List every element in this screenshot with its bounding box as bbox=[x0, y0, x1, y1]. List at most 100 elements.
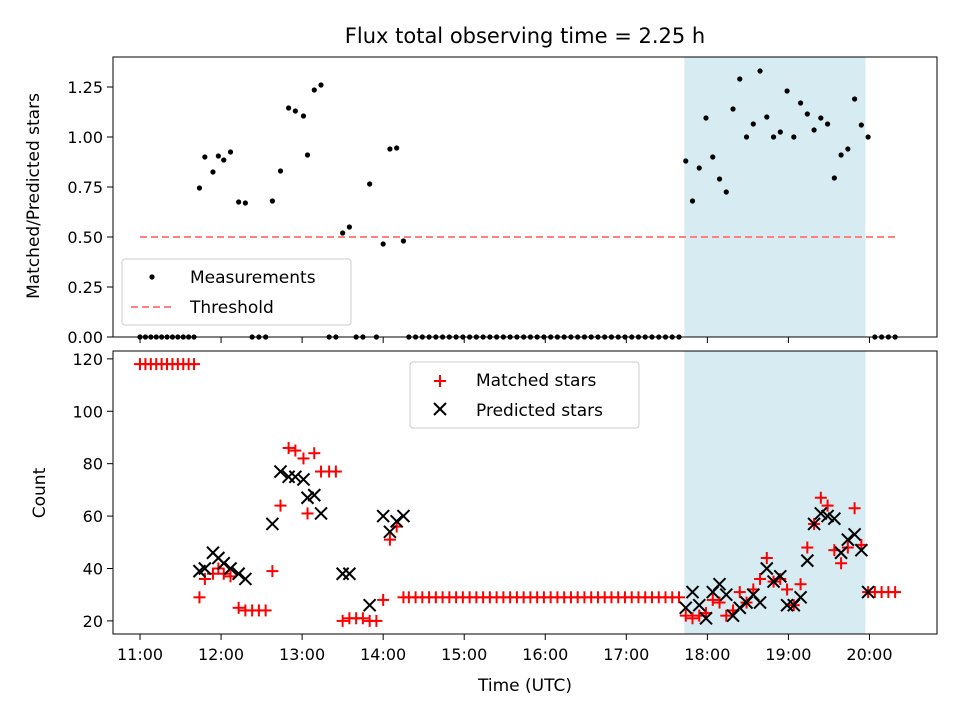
measurement-point bbox=[340, 230, 346, 236]
matched-star-point bbox=[232, 601, 245, 614]
measurement-point bbox=[400, 238, 407, 244]
series-matched-stars bbox=[134, 358, 902, 627]
predicted-star-point bbox=[773, 569, 788, 584]
measurement-point bbox=[764, 114, 770, 120]
matched-star-point bbox=[259, 604, 272, 617]
matched-star-point bbox=[794, 578, 807, 591]
bottom-legend: Matched stars Predicted stars bbox=[409, 361, 640, 429]
predicted-star-point bbox=[231, 567, 246, 581]
observing-window-shade-bottom bbox=[684, 351, 866, 634]
matched-star-point bbox=[706, 593, 719, 606]
measurement-point bbox=[811, 127, 817, 133]
matched-star-point bbox=[356, 612, 369, 625]
top-panel-frame bbox=[112, 56, 938, 338]
measurement-point bbox=[227, 149, 234, 155]
measurement-point bbox=[710, 154, 716, 160]
predicted-star-point bbox=[854, 543, 869, 557]
predicted-star-point bbox=[807, 517, 821, 531]
predicted-star-point bbox=[288, 470, 303, 484]
matched-star-point bbox=[282, 441, 295, 454]
measurement-point bbox=[858, 122, 864, 128]
matched-star-point bbox=[821, 499, 834, 512]
measurement-point bbox=[300, 113, 307, 119]
y-tick-label: 120 bbox=[72, 350, 103, 369]
matched-star-point bbox=[383, 533, 396, 546]
y-tick-label: 60 bbox=[83, 507, 103, 526]
matched-star-point bbox=[274, 499, 287, 512]
x-tick-label: 17:00 bbox=[603, 645, 649, 664]
matched-star-point bbox=[760, 552, 773, 565]
predicted-star-point bbox=[793, 590, 808, 605]
matched-star-point bbox=[733, 586, 746, 599]
matched-star-point bbox=[370, 614, 383, 627]
measurement-point bbox=[743, 134, 750, 140]
measurement-point bbox=[394, 145, 400, 151]
series-predicted-stars bbox=[192, 464, 875, 625]
matched-star-point bbox=[801, 541, 814, 554]
x-tick-label: 18:00 bbox=[684, 645, 730, 664]
bottom-panel: 20 40 60 80 100 120 11:00 12:00 13:00 14:00 15:00… bbox=[30, 350, 938, 696]
matched-star-point bbox=[266, 565, 279, 578]
matched-star-point bbox=[301, 507, 314, 520]
x-tick-label: 11:00 bbox=[117, 645, 163, 664]
legend-matched-label: Matched stars bbox=[476, 371, 596, 391]
predicted-star-point bbox=[834, 546, 848, 560]
measurement-point bbox=[689, 198, 696, 204]
measurement-point bbox=[730, 106, 736, 112]
predicted-star-point bbox=[827, 511, 842, 526]
matched-star-point bbox=[198, 572, 211, 585]
predicted-star-point bbox=[847, 527, 862, 542]
predicted-star-point bbox=[342, 567, 357, 581]
predicted-star-point bbox=[314, 506, 328, 521]
predicted-star-point bbox=[861, 585, 875, 599]
measurement-point bbox=[242, 200, 248, 206]
measurement-point bbox=[716, 176, 723, 182]
y-tick-label: 20 bbox=[83, 612, 103, 631]
measurement-point bbox=[683, 158, 689, 164]
x-tick-label: 20:00 bbox=[846, 645, 892, 664]
matched-star-point bbox=[686, 612, 699, 625]
matched-star-point bbox=[781, 583, 794, 596]
matched-star-point bbox=[336, 614, 349, 627]
matched-star-point bbox=[679, 609, 692, 622]
x-tick-label: 13:00 bbox=[279, 645, 325, 664]
matched-star-point bbox=[308, 447, 321, 460]
y-tick-label: 40 bbox=[83, 559, 103, 578]
top-panel-y-ticks: 0.00 0.25 0.50 0.75 1.00 1.25 bbox=[67, 78, 113, 347]
y-tick-label: 1.00 bbox=[67, 128, 103, 147]
measurement-point bbox=[831, 175, 837, 181]
legend-predicted-label: Predicted stars bbox=[476, 401, 603, 421]
measurement-point bbox=[215, 153, 221, 159]
predicted-star-point bbox=[753, 595, 767, 610]
matched-star-point bbox=[672, 591, 685, 604]
bottom-panel-marks bbox=[134, 358, 902, 627]
predicted-star-point bbox=[376, 509, 390, 523]
measurement-point bbox=[777, 129, 783, 135]
series-measurements bbox=[137, 68, 898, 340]
matched-star-point bbox=[889, 586, 902, 599]
measurement-point bbox=[757, 68, 763, 74]
matched-star-point bbox=[720, 609, 733, 622]
predicted-star-point bbox=[733, 601, 747, 615]
matched-star-point bbox=[835, 557, 848, 570]
measurement-point bbox=[196, 185, 203, 191]
matched-star-point bbox=[224, 570, 237, 583]
x-tick-label: 15:00 bbox=[441, 645, 487, 664]
chart-title: Flux total observing time = 2.25 h bbox=[345, 24, 705, 48]
matched-star-point bbox=[289, 444, 302, 457]
x-tick-label: 19:00 bbox=[765, 645, 811, 664]
top-panel-marks bbox=[137, 68, 898, 340]
x-tick-label: 16:00 bbox=[522, 645, 568, 664]
legend-predicted-marker bbox=[433, 402, 447, 416]
matched-star-point bbox=[377, 593, 390, 606]
y-tick-label: 80 bbox=[83, 455, 103, 474]
measurement-point bbox=[304, 152, 311, 158]
bottom-panel-x-ticks: 11:00 12:00 13:00 14:00 15:00 16:00 17:00 18:00… bbox=[117, 634, 893, 664]
measurement-point bbox=[696, 165, 702, 171]
bottom-panel-frame bbox=[112, 350, 938, 635]
bottom-legend-box bbox=[409, 361, 640, 429]
measurement-point bbox=[292, 108, 298, 114]
predicted-star-point bbox=[273, 464, 288, 479]
predicted-star-point bbox=[198, 561, 212, 576]
y-tick-label: 0.75 bbox=[67, 178, 103, 197]
